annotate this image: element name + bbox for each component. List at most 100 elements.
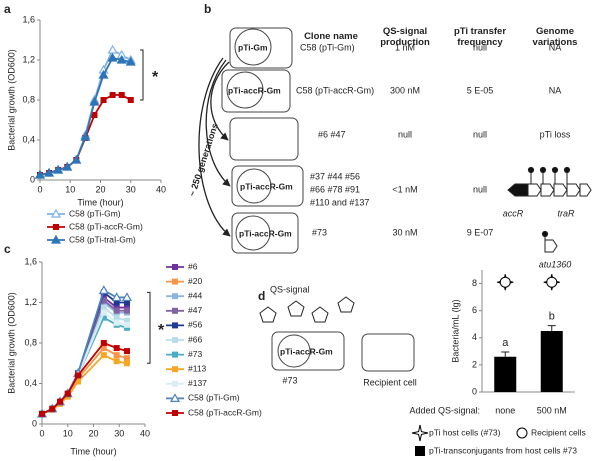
mutation-dot <box>563 166 571 174</box>
significance-mark: * <box>152 69 159 86</box>
legend-label: #113 <box>188 363 207 373</box>
data-point <box>49 405 56 412</box>
plasmid-circle <box>236 168 272 204</box>
data-point <box>57 398 64 405</box>
data-point <box>75 378 82 385</box>
data-point <box>113 299 120 306</box>
qs-value: 1 nM <box>395 42 415 52</box>
gene-arrow <box>579 183 592 197</box>
transfer-value: 9 E-07 <box>467 227 494 237</box>
y-axis-label: Bacterial growth (OD600) <box>6 292 16 394</box>
x-axis-label: Added QS-signal: <box>409 405 480 415</box>
pentagon <box>259 306 277 323</box>
error-bar <box>501 351 510 357</box>
qs-value: 30 nM <box>392 227 417 237</box>
data-point <box>113 304 120 311</box>
gene-arrow <box>527 183 542 197</box>
data-point <box>109 92 116 98</box>
x-tick-label: 20 <box>95 184 105 194</box>
series-line <box>39 56 131 176</box>
legend-label: C58 (pTi-Gm) <box>69 208 121 218</box>
data-point <box>113 345 120 352</box>
transfer-value: null <box>473 42 487 52</box>
qs-value: 300 nM <box>390 85 420 95</box>
data-point <box>98 69 109 79</box>
legend-marker <box>50 208 62 218</box>
legend-marker <box>516 427 528 439</box>
data-point <box>113 358 120 365</box>
clone-name: #73 <box>312 227 327 237</box>
data-point <box>53 164 64 174</box>
legend-label: #66 <box>188 334 202 344</box>
y-tick-label: 2 <box>472 359 477 369</box>
legend-marker <box>172 337 178 343</box>
arrow <box>205 59 231 187</box>
data-point <box>123 355 130 362</box>
data-point <box>100 345 107 352</box>
legend-marker <box>53 224 59 230</box>
arrow <box>198 57 231 237</box>
legend-label: C58 (pTi-traI-Gm) <box>69 234 136 244</box>
x-tick-label: 10 <box>65 184 75 194</box>
genome-value: pTi loss <box>540 129 571 139</box>
significance-bracket <box>147 291 151 364</box>
series-line <box>39 48 132 176</box>
table-header: Genome variations <box>532 26 578 48</box>
y-tick-label: 0 <box>32 418 37 428</box>
transfer-value: null <box>473 184 487 194</box>
legend-marker <box>172 322 178 329</box>
data-point <box>75 372 82 379</box>
y-axis-label: Bacteria/mL (lg) <box>450 299 460 362</box>
data-point <box>34 169 46 179</box>
data-point <box>123 348 130 355</box>
cell-box <box>231 165 304 207</box>
data-point <box>123 360 130 367</box>
y-axis-label: Bacterial growth (OD600) <box>6 49 16 151</box>
plasmid-label: pTi-accR-Gm <box>280 346 333 356</box>
data-point <box>111 292 122 302</box>
panel-label: d <box>258 289 265 303</box>
data-point <box>113 352 120 359</box>
data-point <box>123 299 130 306</box>
mutation-dot <box>527 166 535 174</box>
plasmid-label: pTi-Gm <box>238 42 268 52</box>
data-point <box>100 340 107 346</box>
plasmid-label: pTi-accR-Gm <box>239 228 292 238</box>
legend-label: #6 <box>188 261 198 271</box>
x-tick-label: 10 <box>63 428 73 438</box>
legend-label: pTi host cells (#73) <box>429 427 501 437</box>
data-point <box>100 297 107 304</box>
clone-name: #37 #44 #56 <box>310 171 360 181</box>
panel-label: c <box>4 242 11 256</box>
x-tick-label: 500 nM <box>537 405 567 415</box>
data-point <box>44 167 55 177</box>
legend-label: #47 <box>188 305 202 315</box>
data-point <box>80 131 91 141</box>
data-point <box>100 314 107 321</box>
legend-label: #73 <box>188 349 202 359</box>
gene-label: traR <box>557 208 575 218</box>
gene-arrow <box>553 183 568 197</box>
gene-arrow <box>507 183 529 197</box>
y-tick-label: 0,8 <box>22 94 35 104</box>
data-point <box>121 292 133 302</box>
legend-label: C58 (pTi-accR-Gm) <box>188 407 262 417</box>
legend-label: #20 <box>188 276 202 286</box>
y-tick-label: 1,2 <box>22 54 35 64</box>
data-point <box>98 285 109 294</box>
data-point <box>127 97 134 103</box>
data-point <box>113 314 120 321</box>
data-point <box>91 112 98 118</box>
mutation-dot <box>541 230 549 238</box>
x-axis-label: Time (hour) <box>70 446 116 456</box>
plasmid-label: pTi-accR-Gm <box>228 85 281 95</box>
y-tick-label: 0,4 <box>24 378 37 388</box>
legend-label: pTi-transconjugants from host cells #73 <box>429 445 577 455</box>
x-tick-label: 0 <box>39 428 44 438</box>
gene-label: atu1360 <box>539 259 572 269</box>
data-point <box>100 304 107 311</box>
legend-marker <box>172 307 178 314</box>
legend-marker <box>172 293 178 300</box>
mutation-dot <box>551 166 559 174</box>
plasmid-circle <box>234 28 272 66</box>
